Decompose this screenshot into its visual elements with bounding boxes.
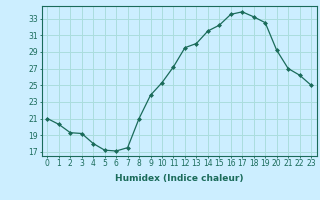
- X-axis label: Humidex (Indice chaleur): Humidex (Indice chaleur): [115, 174, 244, 183]
